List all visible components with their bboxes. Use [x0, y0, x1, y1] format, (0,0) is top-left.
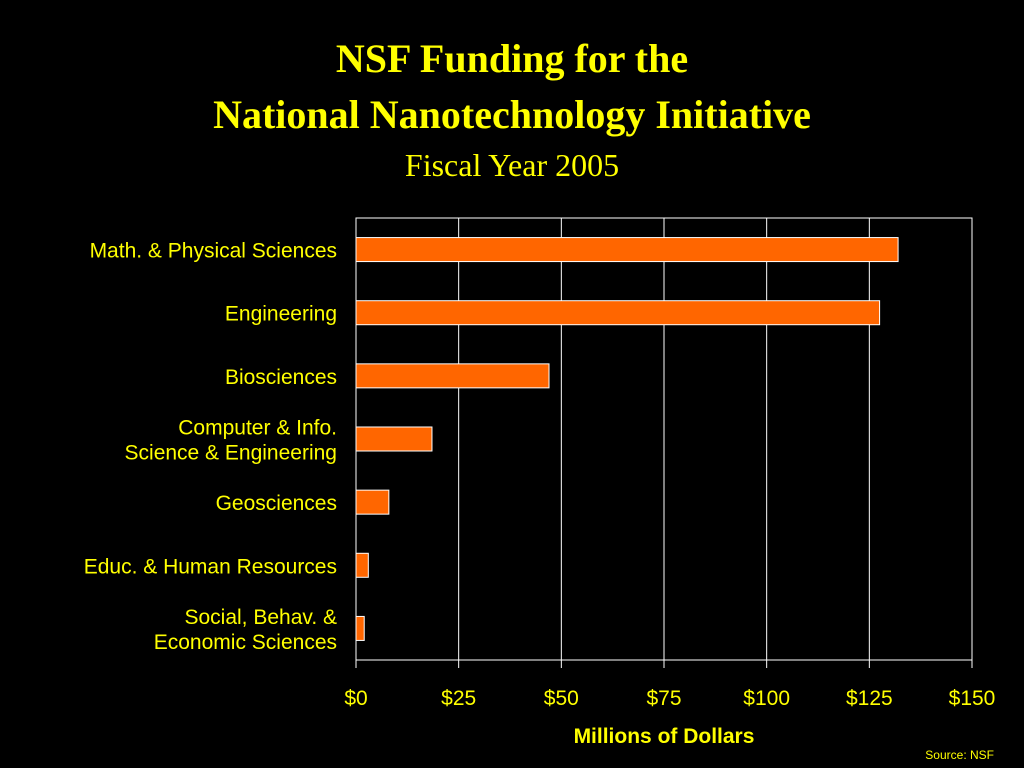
source-note: Source: NSF [925, 748, 994, 762]
bar [355, 363, 550, 389]
bar [355, 300, 881, 326]
x-tick-label: $50 [544, 687, 579, 710]
x-tick-label: $25 [441, 687, 476, 710]
chart-subtitle: Fiscal Year 2005 [404, 147, 620, 183]
category-label: Math. & Physical Sciences [90, 240, 337, 263]
chart-title-line2: National Nanotechnology Initiative [213, 92, 811, 137]
x-tick-label: $75 [646, 687, 681, 710]
x-axis-label: Millions of Dollars [573, 725, 755, 748]
category-label: Engineering [225, 303, 337, 326]
category-label: Social, Behav. & [184, 606, 337, 629]
category-label: Geosciences [216, 492, 337, 515]
bar [355, 552, 369, 578]
x-tick-label: $125 [846, 687, 893, 710]
category-label: Science & Engineering [125, 442, 337, 465]
category-label: Biosciences [225, 366, 337, 389]
bar [355, 426, 433, 452]
x-tick-label: $100 [743, 687, 790, 710]
category-label: Computer & Info. [178, 417, 337, 440]
chart-title-line1: NSF Funding for the [335, 36, 689, 81]
bar [355, 237, 899, 263]
bar [355, 489, 390, 515]
category-label: Educ. & Human Resources [84, 555, 337, 578]
x-tick-label: $150 [949, 687, 996, 710]
bar [355, 615, 365, 641]
x-tick-label: $0 [344, 687, 367, 710]
category-label: Economic Sciences [154, 631, 337, 654]
